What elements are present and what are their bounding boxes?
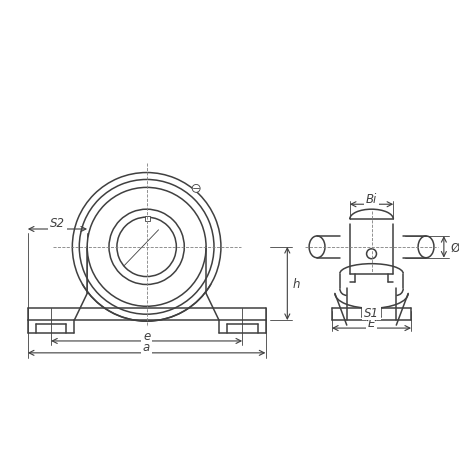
Circle shape — [192, 185, 200, 193]
Text: h: h — [292, 277, 299, 291]
Text: Ø: Ø — [450, 241, 459, 254]
Text: E: E — [367, 316, 375, 329]
Circle shape — [366, 249, 375, 259]
Text: e: e — [143, 329, 150, 342]
Text: a: a — [143, 341, 150, 353]
Text: S1: S1 — [363, 306, 378, 319]
Bar — [144, 217, 149, 222]
Text: S2: S2 — [50, 216, 65, 229]
Text: Bi: Bi — [365, 192, 376, 205]
